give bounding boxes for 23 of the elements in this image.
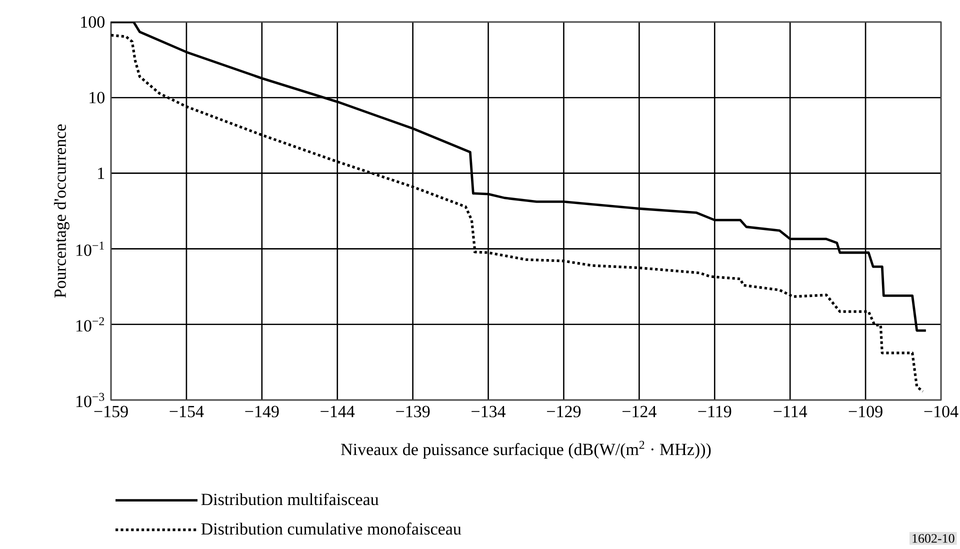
y-axis-title: Pourcentage d'occurrence (54, 124, 70, 298)
y-tick-label: 100 (81, 16, 104, 28)
legend-label: Distribution cumulative monofaisceau (201, 522, 462, 535)
x-tick-label: −139 (396, 406, 430, 418)
x-axis-title: Niveaux de puissance surfacique (dB(W/(m$^{2}$ · MHz))) (341, 440, 711, 459)
x-tick-label: −104 (924, 406, 958, 418)
x-tick-label: −114 (774, 406, 808, 418)
x-tick-label: −129 (547, 406, 581, 418)
x-tick-label: −109 (848, 406, 882, 418)
y-tick-label: 10 (90, 92, 104, 104)
y-tick-label: 10$^{−1}$ (76, 242, 104, 256)
text: 1602-10 (912, 534, 954, 543)
x-tick-label: −119 (698, 406, 732, 418)
x-tick-label: −149 (245, 406, 279, 418)
y-tick-label: 1 (98, 168, 104, 179)
x-tick-label: −134 (472, 406, 506, 418)
x-tick-label: −159 (94, 406, 128, 418)
x-tick-label: −124 (622, 406, 656, 418)
y-tick-label: 10$^{−2}$ (76, 317, 104, 332)
x-tick-label: −144 (320, 406, 355, 418)
x-tick-label: −154 (170, 406, 204, 418)
y-tick-label: 10$^{−3}$ (76, 392, 104, 408)
legend-label: Distribution multifaisceau (201, 493, 379, 506)
